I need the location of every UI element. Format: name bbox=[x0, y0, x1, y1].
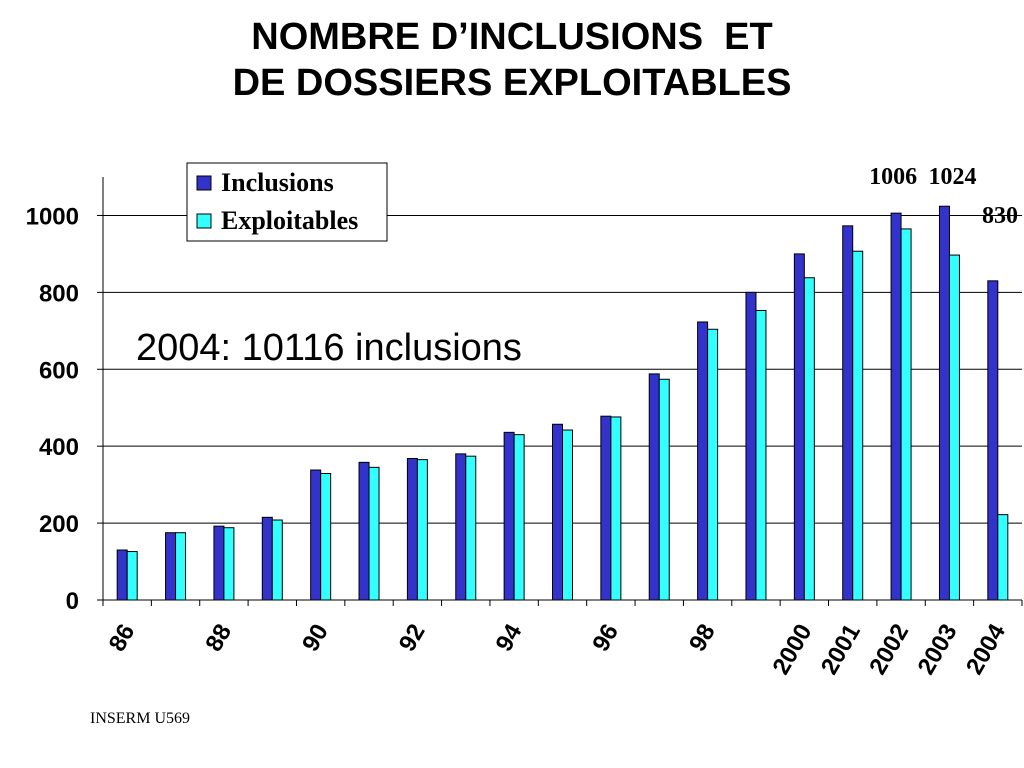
bar-inclusions bbox=[938, 205, 950, 601]
bar-inclusions bbox=[600, 415, 612, 601]
x-tick-label: 98 bbox=[684, 620, 721, 657]
bar-exploitables bbox=[513, 434, 525, 601]
x-tick-label: 86 bbox=[104, 620, 141, 657]
x-tick-label: 2002 bbox=[864, 620, 914, 680]
x-tick-label: 88 bbox=[200, 620, 237, 657]
x-tick-label: 90 bbox=[297, 620, 334, 657]
bar-exploitables bbox=[852, 250, 864, 601]
legend-swatch bbox=[196, 175, 212, 191]
y-tick-label: 1000 bbox=[26, 203, 79, 230]
data-label: 830 bbox=[982, 203, 1018, 229]
x-tick-label: 96 bbox=[587, 620, 624, 657]
bar-exploitables bbox=[223, 527, 235, 601]
x-tick-label: 2000 bbox=[767, 620, 817, 680]
legend-label: Inclusions bbox=[221, 168, 334, 197]
bar-inclusions bbox=[648, 373, 660, 601]
bar-inclusions bbox=[552, 423, 563, 601]
bar-exploitables bbox=[465, 455, 477, 601]
bar-exploitables bbox=[803, 277, 815, 601]
bar-exploitables bbox=[755, 309, 767, 601]
bar-exploitables bbox=[562, 429, 573, 601]
bar-exploitables bbox=[271, 519, 283, 601]
x-tick-label: 92 bbox=[394, 620, 431, 657]
x-tick-label: 2003 bbox=[913, 620, 963, 680]
bar-exploitables bbox=[175, 532, 187, 601]
bar-exploitables bbox=[707, 328, 719, 601]
bar-exploitables bbox=[900, 228, 912, 601]
chart-title-line-1: NOMBRE D’INCLUSIONS ET bbox=[251, 16, 773, 58]
bar-exploitables bbox=[320, 472, 332, 601]
bar-inclusions bbox=[503, 431, 515, 601]
y-tick-label: 600 bbox=[39, 357, 79, 384]
bar-exploitables bbox=[416, 459, 428, 601]
bar-exploitables bbox=[658, 378, 670, 601]
bar-exploitables bbox=[997, 514, 1009, 601]
bar-inclusions bbox=[406, 457, 418, 601]
x-tick-label: 2004 bbox=[961, 619, 1011, 679]
bar-inclusions bbox=[455, 453, 467, 601]
bar-exploitables bbox=[368, 466, 380, 601]
bar-exploitables bbox=[126, 551, 138, 601]
legend-box bbox=[186, 162, 388, 242]
data-label: 1006 bbox=[869, 164, 917, 190]
bar-inclusions bbox=[358, 461, 370, 601]
bar-inclusions bbox=[261, 516, 273, 601]
y-tick-label: 400 bbox=[39, 434, 79, 461]
bar-exploitables bbox=[948, 254, 960, 601]
bar-inclusions bbox=[793, 253, 805, 601]
y-tick-label: 800 bbox=[39, 280, 79, 307]
bar-inclusions bbox=[165, 532, 177, 601]
data-label: 1024 bbox=[928, 164, 976, 190]
x-tick-label: 94 bbox=[491, 619, 528, 656]
chart-title: NOMBRE D’INCLUSIONS ET DE DOSSIERS EXPLO… bbox=[0, 14, 1024, 106]
y-tick-label: 0 bbox=[66, 588, 79, 615]
bars bbox=[116, 205, 1009, 601]
bar-inclusions bbox=[842, 225, 854, 601]
annotation-text: 2004: 10116 inclusions bbox=[136, 327, 522, 369]
y-tick-label: 200 bbox=[39, 511, 79, 538]
bar-inclusions bbox=[745, 291, 757, 601]
legend: Inclusions Exploitables bbox=[186, 162, 388, 242]
bar-inclusions bbox=[890, 212, 902, 601]
bar-inclusions bbox=[213, 525, 225, 601]
legend-swatch bbox=[196, 213, 212, 229]
bar-inclusions bbox=[116, 549, 128, 601]
x-tick-label: 2001 bbox=[816, 620, 866, 680]
footer-text: INSERM U569 bbox=[90, 710, 191, 727]
bar-inclusions bbox=[310, 469, 322, 601]
chart-title-line-2: DE DOSSIERS EXPLOITABLES bbox=[232, 62, 792, 104]
legend-label: Exploitables bbox=[221, 206, 358, 235]
bar-inclusions bbox=[697, 321, 709, 601]
bar-inclusions bbox=[987, 280, 999, 601]
axes bbox=[97, 177, 1023, 606]
bar-exploitables bbox=[610, 416, 622, 601]
